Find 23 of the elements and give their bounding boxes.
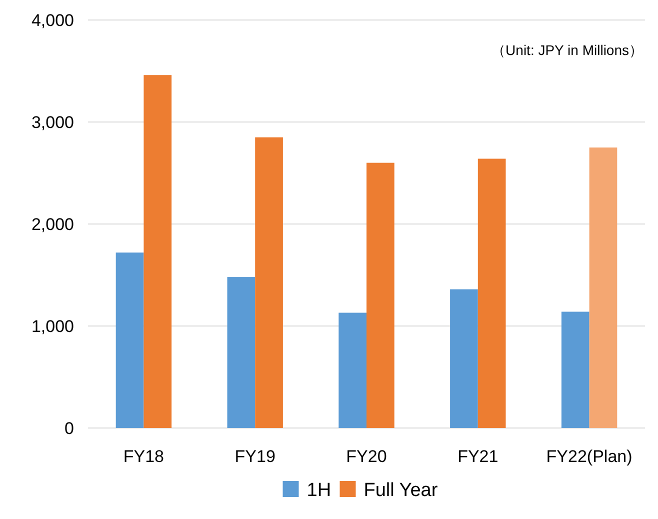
bar <box>589 148 618 428</box>
bar <box>478 158 506 428</box>
legend-label: Full Year <box>364 480 438 501</box>
bar <box>338 312 366 428</box>
bar <box>561 312 590 428</box>
y-tick-label: 3,000 <box>31 113 74 132</box>
x-tick-label: FY20 <box>346 447 387 466</box>
bar <box>144 75 172 428</box>
y-tick-label: 0 <box>64 419 74 438</box>
y-tick-label: 1,000 <box>31 317 74 336</box>
x-tick-label: FY21 <box>458 447 498 466</box>
legend-label: 1H <box>306 480 332 501</box>
x-tick-label: FY22(Plan) <box>546 447 632 466</box>
bar <box>255 137 283 428</box>
x-tick-label: FY18 <box>123 447 164 466</box>
x-tick-label: FY19 <box>234 447 276 466</box>
y-tick-label: 4,000 <box>31 11 74 30</box>
y-tick-label: 2,000 <box>31 215 74 234</box>
annotation: （Unit: JPY in Millions） <box>492 42 643 58</box>
bar <box>116 252 144 428</box>
bar <box>227 277 256 428</box>
bar <box>366 162 394 428</box>
bar <box>450 289 478 428</box>
